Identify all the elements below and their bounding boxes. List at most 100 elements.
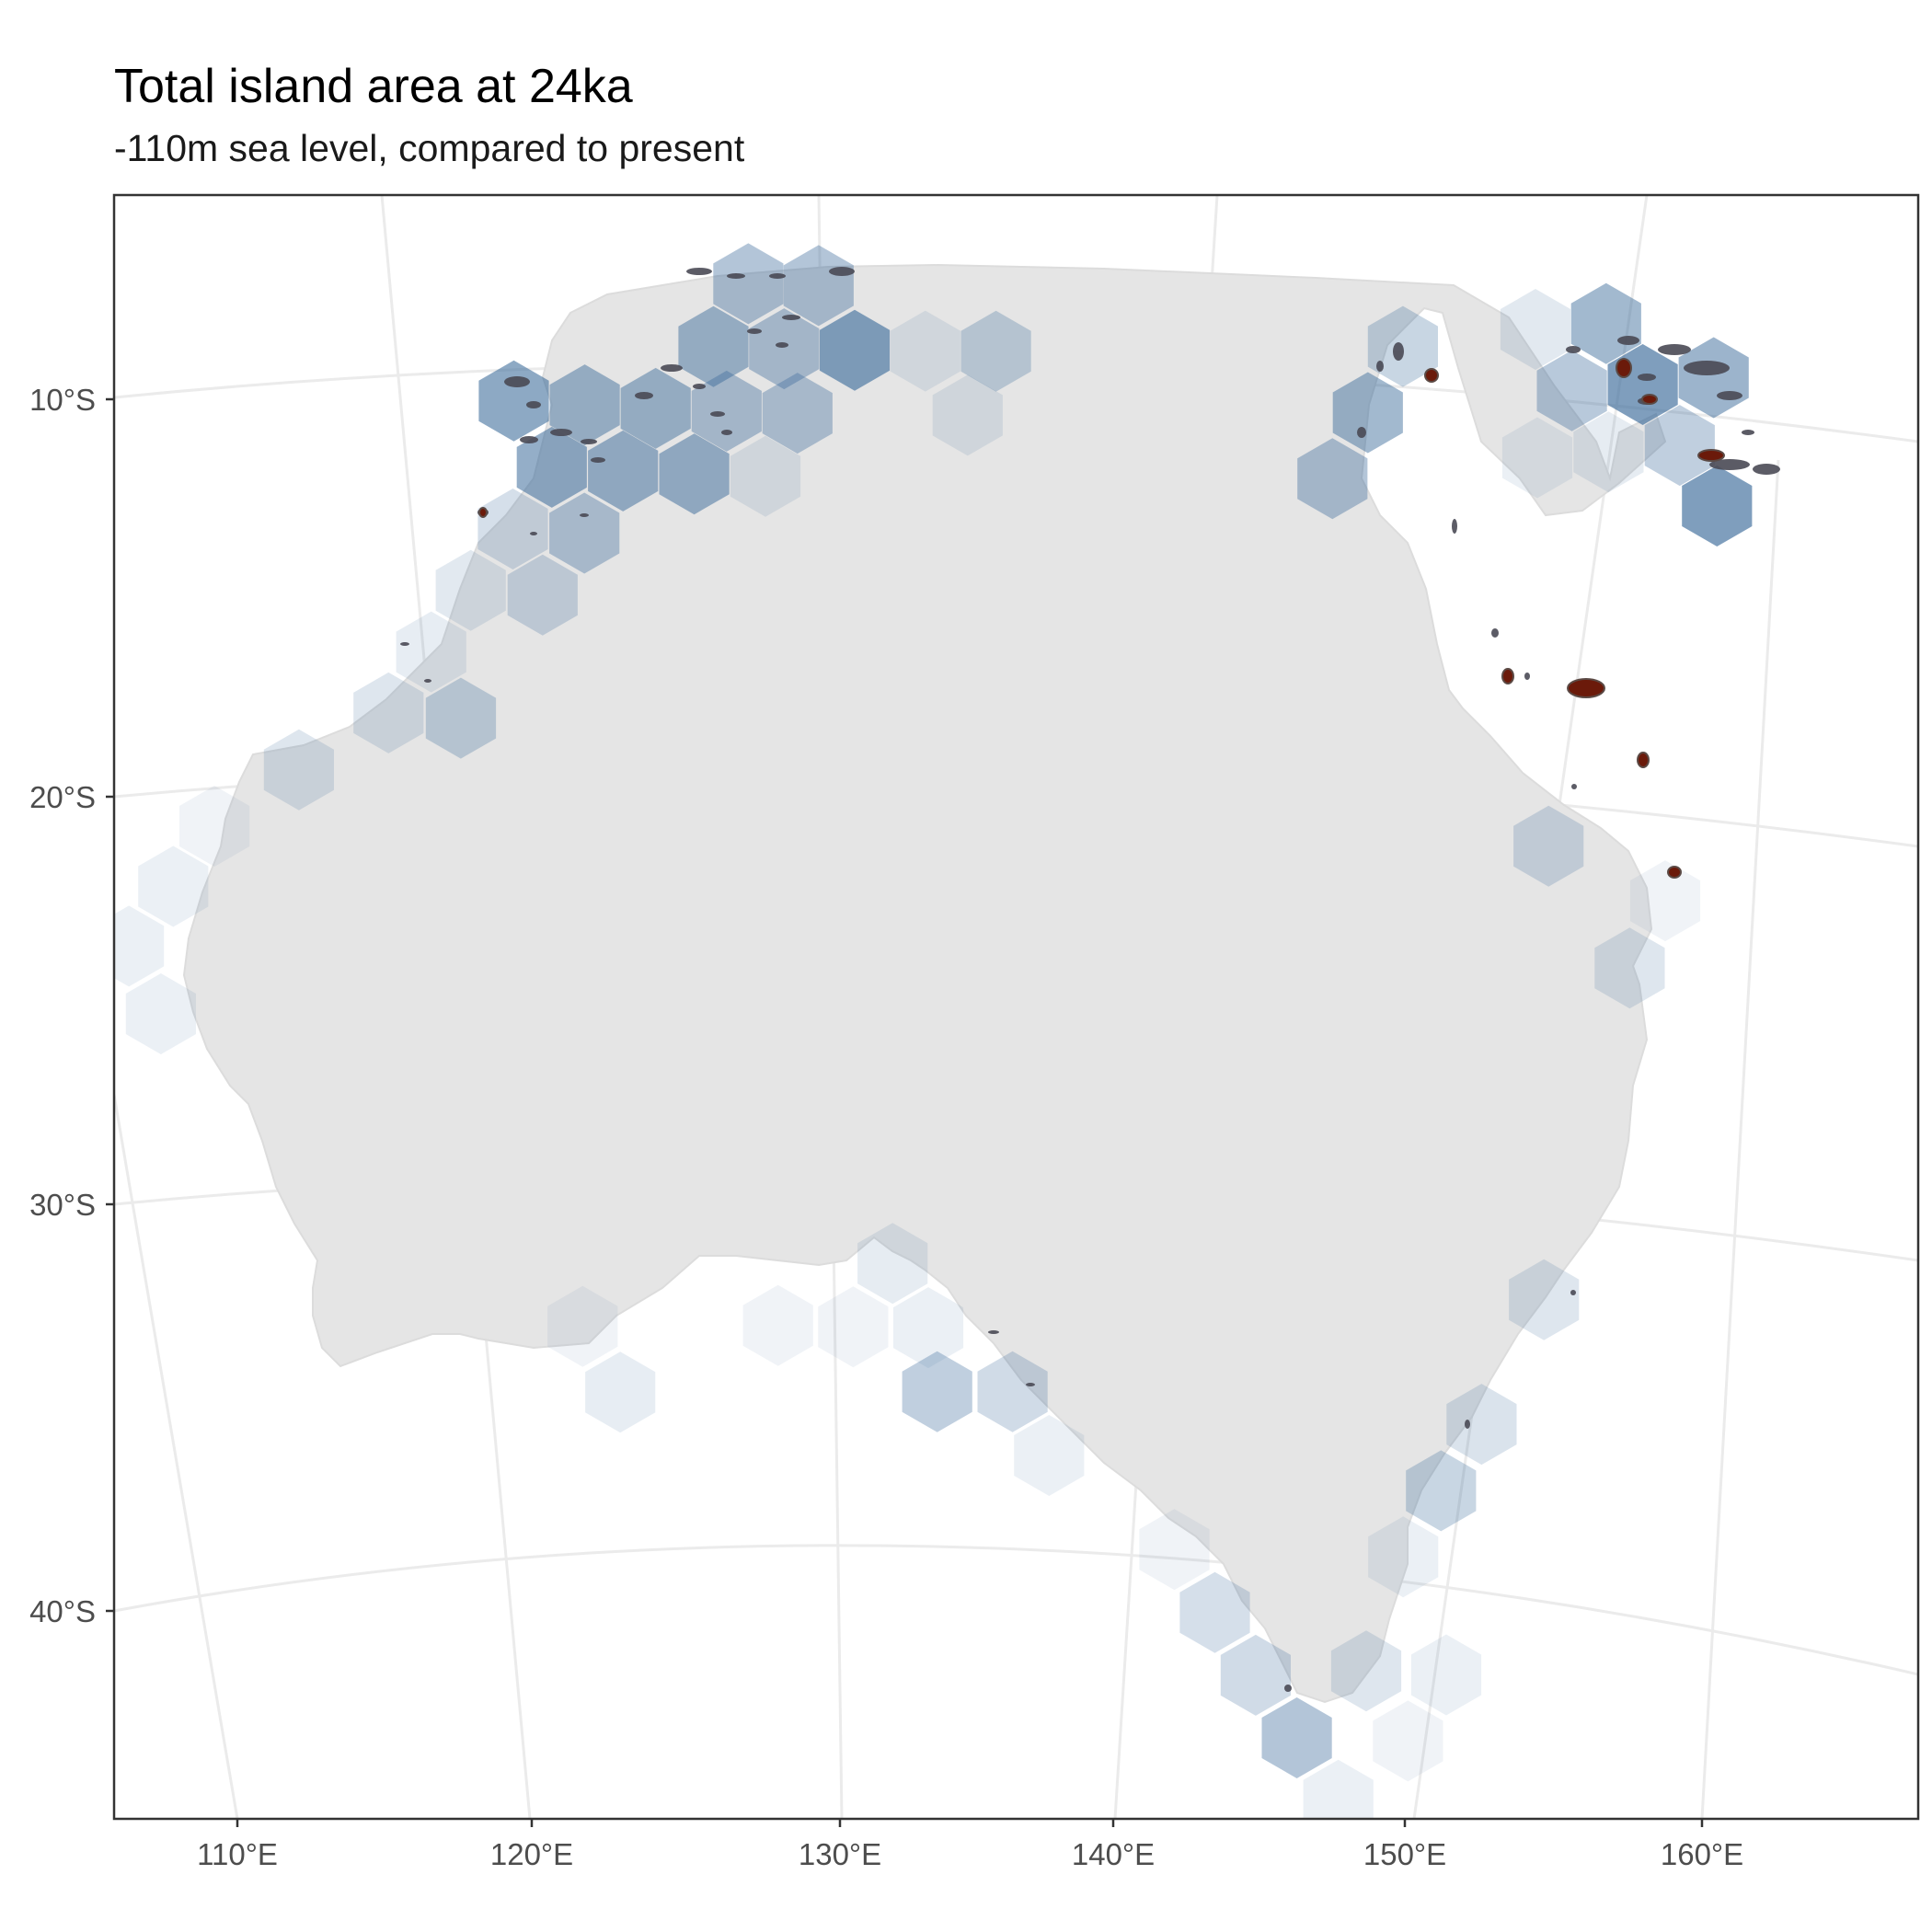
- island-24ka: [1524, 673, 1530, 680]
- island-24ka: [1491, 628, 1499, 638]
- island-present: [1637, 752, 1650, 768]
- hexbin-cell: [659, 433, 730, 515]
- island-24ka: [1570, 1290, 1576, 1295]
- hexbin-cell: [960, 310, 1031, 392]
- map-subtitle: -110m sea level, compared to present: [114, 127, 745, 169]
- hexbin-cell: [1446, 1384, 1517, 1466]
- island-24ka: [747, 328, 762, 334]
- island-24ka: [1717, 391, 1742, 400]
- hexbin-cell: [1406, 1450, 1477, 1532]
- hexbin-cell: [620, 367, 691, 449]
- hexbin-cell: [1261, 1697, 1332, 1778]
- islands-24ka: [400, 267, 1780, 1692]
- hexbin-cell: [1332, 372, 1403, 454]
- island-24ka: [1452, 519, 1457, 534]
- hexbin-cell: [902, 1351, 972, 1432]
- hexbin-cell: [892, 1287, 964, 1369]
- sahul-landmass: [182, 263, 1667, 1704]
- graticule-lat-40: [114, 1544, 1918, 1676]
- island-present: [1567, 678, 1605, 698]
- hexbin-cell: [547, 1285, 618, 1367]
- hexbin-cell: [1368, 1516, 1439, 1598]
- hexbin-cell: [263, 729, 334, 811]
- y-tick-label-40s: 40°S: [29, 1594, 96, 1628]
- island-present: [1501, 668, 1514, 684]
- hexbin-cell: [516, 426, 587, 508]
- hexbin-cell: [1629, 860, 1701, 942]
- hexbin-cell: [730, 435, 801, 517]
- island-24ka: [1684, 361, 1730, 375]
- hexbin-cell: [549, 492, 620, 574]
- hexbin-cell: [1573, 411, 1644, 493]
- hexbin-cell: [353, 672, 424, 753]
- island-24ka: [1658, 344, 1691, 355]
- hexbin-cell: [1536, 350, 1607, 431]
- graticule-lon-110: [114, 1094, 239, 1819]
- island-24ka: [829, 267, 855, 276]
- hexbin-cell: [1373, 1700, 1443, 1782]
- island-24ka: [1742, 430, 1754, 435]
- hexbin-cell: [1682, 466, 1753, 546]
- hexbin-cell: [138, 845, 209, 927]
- island-24ka: [400, 642, 409, 646]
- islands-present: [478, 358, 1725, 879]
- island-24ka: [721, 430, 732, 435]
- hexbin-cell: [179, 786, 250, 867]
- hexbin-cell: [890, 310, 960, 392]
- island-present: [1667, 866, 1682, 879]
- island-present: [478, 507, 488, 518]
- island-24ka: [424, 679, 431, 683]
- island-24ka: [988, 1330, 999, 1334]
- island-24ka: [591, 457, 605, 463]
- x-tick-label-150e: 150°E: [1363, 1837, 1446, 1871]
- island-24ka: [635, 392, 653, 399]
- hexbin-cell: [1594, 927, 1665, 1009]
- hexbin-cell: [425, 677, 497, 759]
- hexbin-cell: [783, 245, 854, 327]
- x-tick-label-110e: 110°E: [197, 1837, 278, 1871]
- hexbin-cell: [1330, 1630, 1402, 1712]
- island-24ka: [1753, 464, 1780, 475]
- island-24ka: [727, 273, 745, 279]
- island-24ka: [520, 436, 538, 443]
- island-present: [1641, 394, 1658, 405]
- hexbin-cell: [857, 1223, 928, 1305]
- x-tick-label-160e: 160°E: [1661, 1837, 1743, 1871]
- island-24ka: [693, 384, 706, 389]
- hexbin-cell: [1179, 1571, 1250, 1653]
- island-24ka: [1571, 784, 1577, 789]
- y-tick-label-10s: 10°S: [29, 383, 96, 417]
- hexbin-cell: [762, 373, 833, 454]
- island-24ka: [686, 268, 712, 275]
- hexbin-cell: [1501, 417, 1573, 499]
- hexbin-cell: [977, 1351, 1048, 1432]
- hexbin-cell: [691, 370, 762, 452]
- x-tick-label-120e: 120°E: [490, 1837, 573, 1871]
- hexbin-cell: [713, 243, 784, 325]
- island-24ka: [769, 273, 786, 279]
- hexbin-cell: [1509, 1259, 1580, 1340]
- island-24ka: [1566, 346, 1581, 353]
- hexbin-cell: [1303, 1759, 1374, 1819]
- hexbin-cell: [819, 309, 891, 391]
- x-tick-label-140e: 140°E: [1072, 1837, 1155, 1871]
- island-24ka: [1638, 374, 1656, 381]
- island-24ka: [1284, 1685, 1292, 1692]
- island-24ka: [1465, 1420, 1470, 1429]
- hexbin-cell: [1139, 1509, 1210, 1591]
- hexbin-cell: [1220, 1634, 1291, 1716]
- hexbin-cell: [588, 430, 659, 512]
- island-24ka: [1357, 427, 1366, 438]
- island-24ka: [776, 342, 788, 348]
- map-panel-border: [112, 193, 1920, 1821]
- hexbin-cell: [478, 360, 549, 442]
- hexbin-cell: [1014, 1415, 1085, 1496]
- hexbin-cell: [932, 374, 1003, 456]
- island-24ka: [1709, 459, 1750, 470]
- island-24ka: [526, 401, 541, 408]
- hexbin-cell: [507, 554, 578, 636]
- hexbin-cell: [1513, 805, 1584, 887]
- island-24ka: [581, 439, 597, 444]
- hexbin-cell: [549, 364, 620, 446]
- island-present: [1424, 368, 1439, 383]
